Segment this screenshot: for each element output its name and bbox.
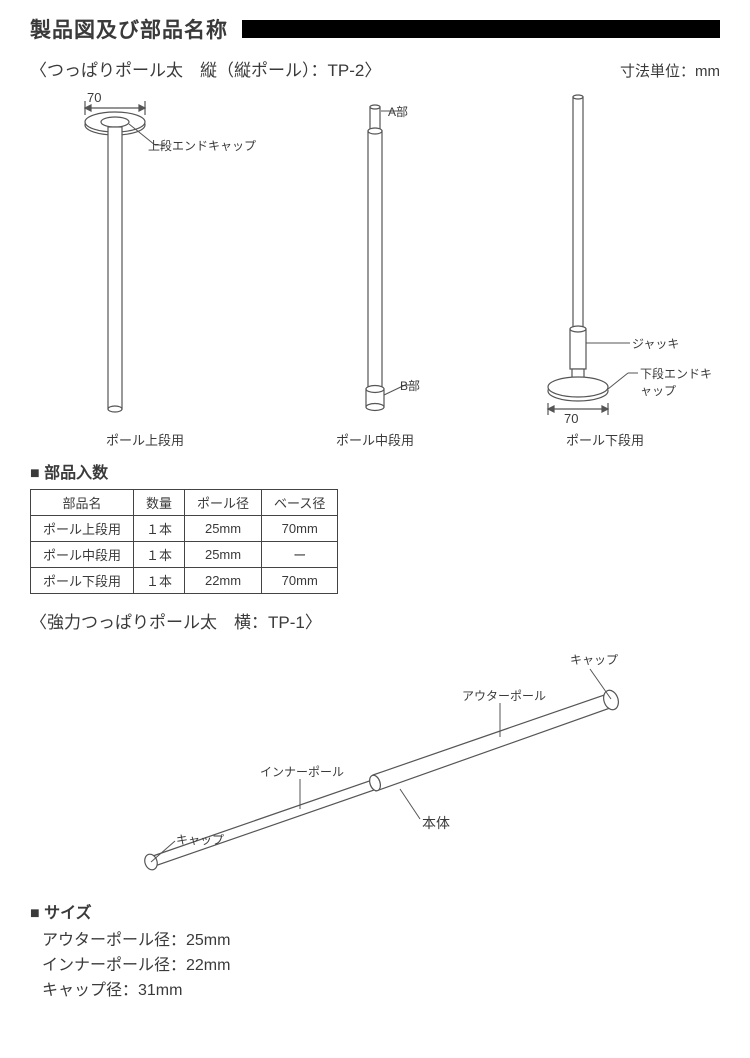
page-header: 製品図及び部品名称 [30,14,720,44]
label-body: 本体 [422,813,450,833]
sizes-heading: ■ サイズ [30,899,720,923]
label-b-part: B部 [400,377,420,394]
label-a-part: A部 [388,103,408,120]
sizes-list: アウターポール径：25mm インナーポール径：22mm キャップ径：31mm [42,929,720,1003]
caption-lower: ポール下段用 [490,430,720,449]
tp2-diagrams: 70 上段エンドキャップ ポール上段用 A部 [30,89,720,449]
size-line: インナーポール径：22mm [42,954,720,979]
table-header-row: 部品名 数量 ポール径 ベース径 [31,490,338,516]
size-line: キャップ径：31mm [42,979,720,1004]
middle-pole-svg [275,89,475,429]
col-qty: 数量 [134,490,185,516]
caption-upper: ポール上段用 [30,430,260,449]
table-row: ポール上段用 １本 25mm 70mm [31,516,338,542]
caption-middle: ポール中段用 [260,430,490,449]
col-pdia: ポール径 [185,490,262,516]
dim-70-lower: 70 [564,411,578,426]
parts-heading: ■ 部品入数 [30,459,720,483]
label-bottom-cap: 下段エンドキャップ [640,365,720,399]
page-title: 製品図及び部品名称 [30,14,228,44]
diagram-middle: A部 B部 ポール中段用 [260,89,490,449]
label-outer-pole: アウターポール [462,687,546,704]
col-name: 部品名 [31,490,134,516]
tp2-bracket-title: 〈つっぱりポール太 縦（縦ポール）：TP-2〉 [30,56,381,81]
table-row: ポール中段用 １本 25mm ー [31,542,338,568]
tp2-heading-row: 〈つっぱりポール太 縦（縦ポール）：TP-2〉 寸法単位：mm [30,56,720,81]
diagram-lower: ジャッキ 下段エンドキャップ 70 ポール下段用 [490,89,720,449]
label-cap-right: キャップ [570,651,618,668]
label-top-cap: 上段エンドキャップ [148,137,256,154]
dim-70-upper: 70 [87,90,101,105]
col-bdia: ベース径 [262,490,338,516]
table-row: ポール下段用 １本 22mm 70mm [31,568,338,594]
diagram-upper: 70 上段エンドキャップ ポール上段用 [30,89,260,449]
parts-tbody: ポール上段用 １本 25mm 70mm ポール中段用 １本 25mm ー ポール… [31,516,338,594]
tp1-bracket-title: 〈強力つっぱりポール太 横：TP-1〉 [30,608,720,633]
label-cap-left: キャップ [176,831,224,848]
label-jack: ジャッキ [632,335,679,352]
tp1-diagram: キャップ インナーポール アウターポール キャップ 本体 [30,639,720,889]
parts-table: 部品名 数量 ポール径 ベース径 ポール上段用 １本 25mm 70mm ポール… [30,489,338,594]
unit-label: 寸法単位：mm [620,60,720,81]
label-inner-pole: インナーポール [260,763,344,780]
header-bar [242,20,720,38]
size-line: アウターポール径：25mm [42,929,720,954]
tp1-svg [30,639,720,889]
